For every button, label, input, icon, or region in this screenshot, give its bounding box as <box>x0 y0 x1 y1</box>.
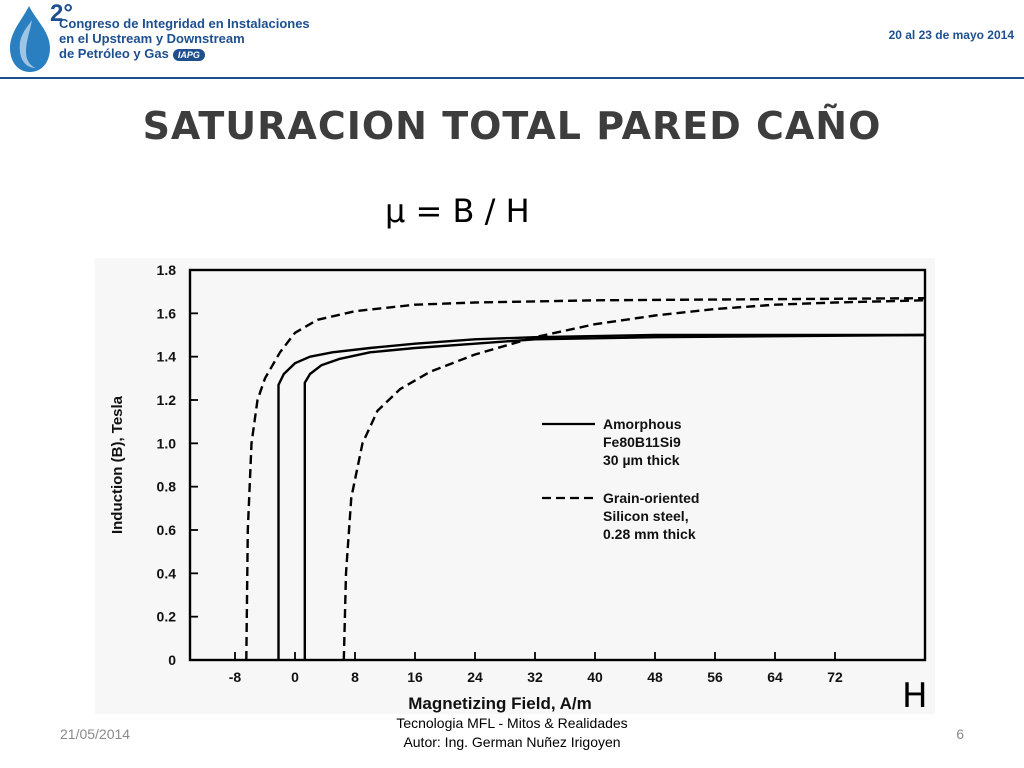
logo-line-3: de Petróleo y Gas <box>59 46 169 61</box>
legend-label-amorphous: Amorphous <box>603 416 682 432</box>
legend-label-grain-oriented: Grain-oriented <box>603 490 699 506</box>
x-tick-label: -8 <box>229 669 242 685</box>
series-layer <box>245 297 926 661</box>
y-tick-label: 0.4 <box>157 565 177 581</box>
x-axis-title: Magnetizing Field, A/m <box>408 694 592 713</box>
footer-presentation-title: Tecnologia MFL - Mitos & Realidades <box>396 715 628 731</box>
logo-text: Congreso de Integridad en Instalaciones … <box>59 16 310 61</box>
axes-layer: 0 0.2 0.4 0.6 0.8 1.0 1.2 1.4 1.6 1.8 -8 0 8 16 24 32 40… <box>157 262 927 685</box>
amorphous-curve-branch-1 <box>277 333 925 660</box>
water-drop-logo-icon <box>10 6 50 72</box>
permeability-formula: µ = B / H <box>385 192 530 230</box>
y-tick-label: 0 <box>168 652 176 668</box>
logo-line-1: Congreso de Integridad en Instalaciones <box>59 16 310 31</box>
logo-number: 2° <box>50 0 73 27</box>
x-tick-label: 8 <box>351 669 359 685</box>
amorphous-curve-branch-2 <box>303 333 926 660</box>
chart-background <box>95 258 935 714</box>
event-dates: 20 al 23 de mayo 2014 <box>888 28 1014 42</box>
x-tick-label: 24 <box>467 669 483 685</box>
page-number: 6 <box>956 726 964 742</box>
legend-label-amorphous-composition: Fe80B11Si9 <box>603 434 681 450</box>
grain-oriented-curve-branch-2 <box>342 299 926 661</box>
footer-author: Autor: Ing. German Nuñez Irigoyen <box>403 734 621 750</box>
slide-title: SATURACION TOTAL PARED CAÑO <box>142 104 882 148</box>
y-tick-label: 1.0 <box>157 435 177 451</box>
axis-letter-h: H <box>902 676 928 716</box>
x-tick-label: 48 <box>647 669 663 685</box>
y-tick-label: 0.2 <box>157 609 177 625</box>
plot-frame <box>188 268 927 662</box>
legend: Amorphous Fe80B11Si9 30 µm thick Grain-o… <box>542 416 699 542</box>
legend-label-amorphous-thickness: 30 µm thick <box>603 452 680 468</box>
bh-curve-chart: 0 0.2 0.4 0.6 0.8 1.0 1.2 1.4 1.6 1.8 -8 0 8 16 24 32 40… <box>95 258 935 714</box>
legend-label-steel-thickness: 0.28 mm thick <box>603 526 696 542</box>
x-tick-label: 32 <box>527 669 543 685</box>
header-divider <box>0 77 1024 79</box>
grain-oriented-curve-branch-1 <box>245 297 926 661</box>
x-tick-label: 72 <box>827 669 843 685</box>
logo-line-2: en el Upstream y Downstream <box>59 31 245 46</box>
footer-date: 21/05/2014 <box>60 726 131 742</box>
legend-label-silicon-steel: Silicon steel, <box>603 508 689 524</box>
x-tick-label: 40 <box>587 669 603 685</box>
x-tick-label: 16 <box>407 669 423 685</box>
y-tick-label: 1.2 <box>157 392 177 408</box>
x-tick-label: 56 <box>707 669 723 685</box>
x-tick-label: 0 <box>291 669 299 685</box>
y-tick-label: 0.6 <box>157 522 177 538</box>
y-tick-label: 0.8 <box>157 479 177 495</box>
y-axis-title: Induction (B), Tesla <box>109 395 126 534</box>
y-tick-label: 1.8 <box>157 262 177 278</box>
y-tick-label: 1.4 <box>157 349 177 365</box>
logo-line-3-row: de Petróleo y Gas IAPG <box>59 46 310 61</box>
iapg-badge: IAPG <box>172 48 205 61</box>
y-tick-label: 1.6 <box>157 305 177 321</box>
congress-logo: 2° Congreso de Integridad en Instalacion… <box>4 0 324 74</box>
footer-credits: Tecnologia MFL - Mitos & Realidades Auto… <box>0 714 1024 752</box>
x-tick-label: 64 <box>767 669 783 685</box>
